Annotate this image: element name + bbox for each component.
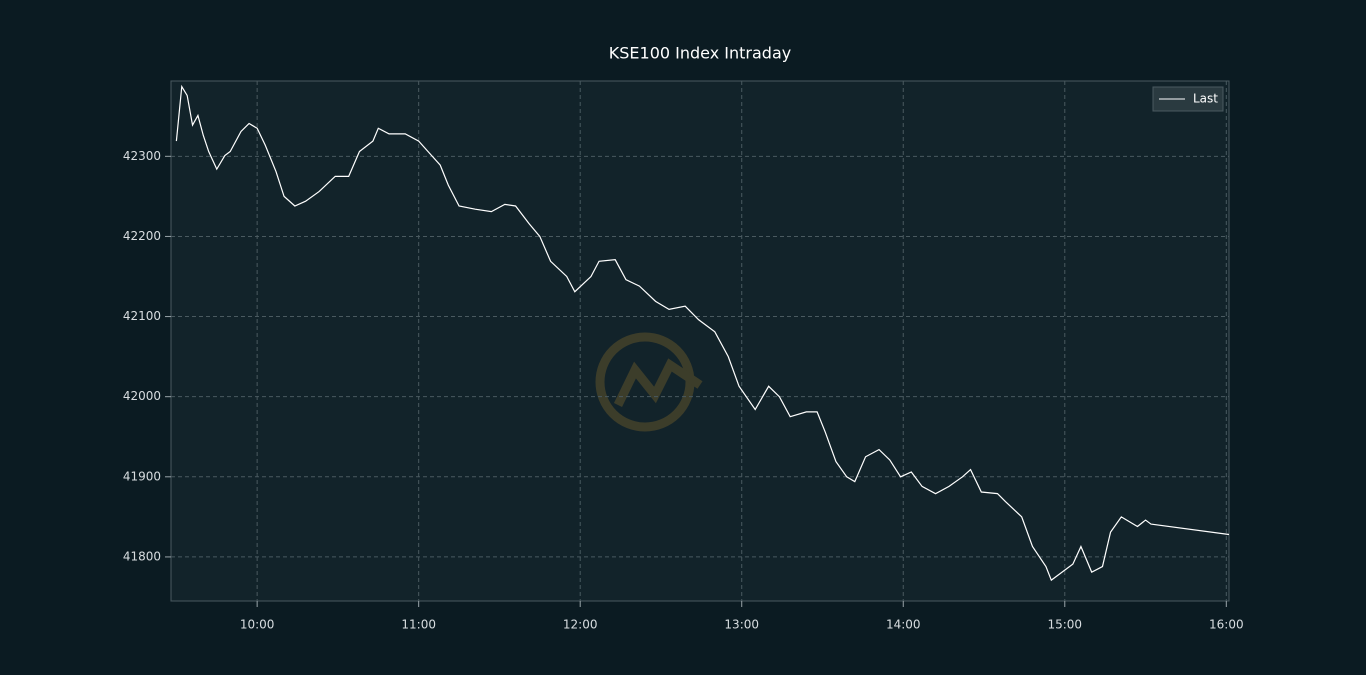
- y-tick-label: 42100: [123, 309, 161, 323]
- x-tick-label: 12:00: [563, 618, 598, 632]
- x-tick-label: 13:00: [724, 618, 759, 632]
- legend-label: Last: [1193, 92, 1218, 106]
- y-tick-label: 41800: [123, 549, 161, 563]
- y-tick-label: 41900: [123, 469, 161, 483]
- chart-title: KSE100 Index Intraday: [609, 44, 791, 63]
- y-tick-label: 42300: [123, 149, 161, 163]
- series-line: [175, 84, 1230, 582]
- x-tick-label: 15:00: [1047, 618, 1082, 632]
- watermark: [595, 332, 703, 432]
- plot-area: [170, 80, 1230, 602]
- y-tick-label: 42000: [123, 389, 161, 403]
- x-tick-label: 14:00: [886, 618, 921, 632]
- x-tick-label: 10:00: [240, 618, 275, 632]
- x-tick-label: 16:00: [1209, 618, 1244, 632]
- y-tick-label: 42200: [123, 229, 161, 243]
- legend: Last: [1152, 86, 1224, 112]
- x-tick-label: 11:00: [401, 618, 436, 632]
